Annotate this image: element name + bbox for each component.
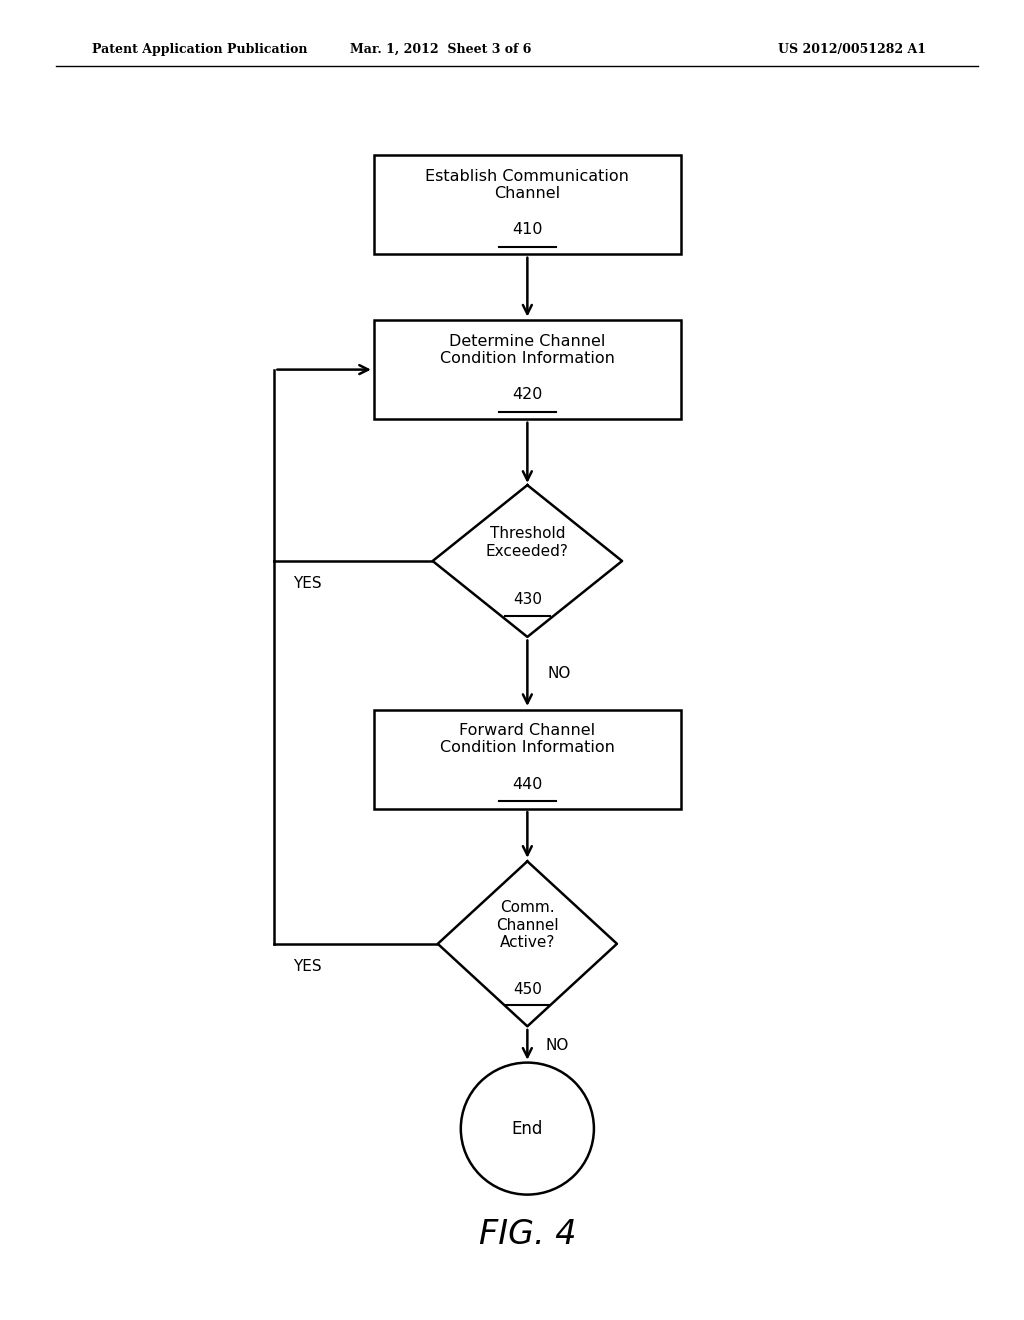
Bar: [374, 154, 681, 253]
Text: YES: YES: [293, 576, 322, 591]
Text: Patent Application Publication: Patent Application Publication: [92, 44, 307, 55]
Text: 420: 420: [512, 387, 543, 403]
Text: Determine Channel
Condition Information: Determine Channel Condition Information: [440, 334, 614, 366]
Text: Establish Communication
Channel: Establish Communication Channel: [425, 169, 630, 201]
Text: US 2012/0051282 A1: US 2012/0051282 A1: [778, 44, 927, 55]
Text: FIG. 4: FIG. 4: [478, 1217, 577, 1251]
Text: NO: NO: [548, 665, 571, 681]
Text: 410: 410: [512, 222, 543, 238]
Text: End: End: [512, 1119, 543, 1138]
Bar: [374, 321, 681, 420]
Text: Comm.
Channel
Active?: Comm. Channel Active?: [496, 900, 559, 950]
Text: 450: 450: [513, 982, 542, 997]
Polygon shape: [432, 486, 623, 638]
Bar: [374, 710, 681, 808]
Polygon shape: [438, 862, 616, 1027]
Text: 430: 430: [513, 593, 542, 607]
Text: Mar. 1, 2012  Sheet 3 of 6: Mar. 1, 2012 Sheet 3 of 6: [349, 44, 531, 55]
Text: YES: YES: [293, 958, 322, 974]
Text: Threshold
Exceeded?: Threshold Exceeded?: [486, 527, 568, 558]
Text: 440: 440: [512, 776, 543, 792]
Text: NO: NO: [546, 1038, 569, 1053]
Text: Forward Channel
Condition Information: Forward Channel Condition Information: [440, 723, 614, 755]
Ellipse shape: [461, 1063, 594, 1195]
